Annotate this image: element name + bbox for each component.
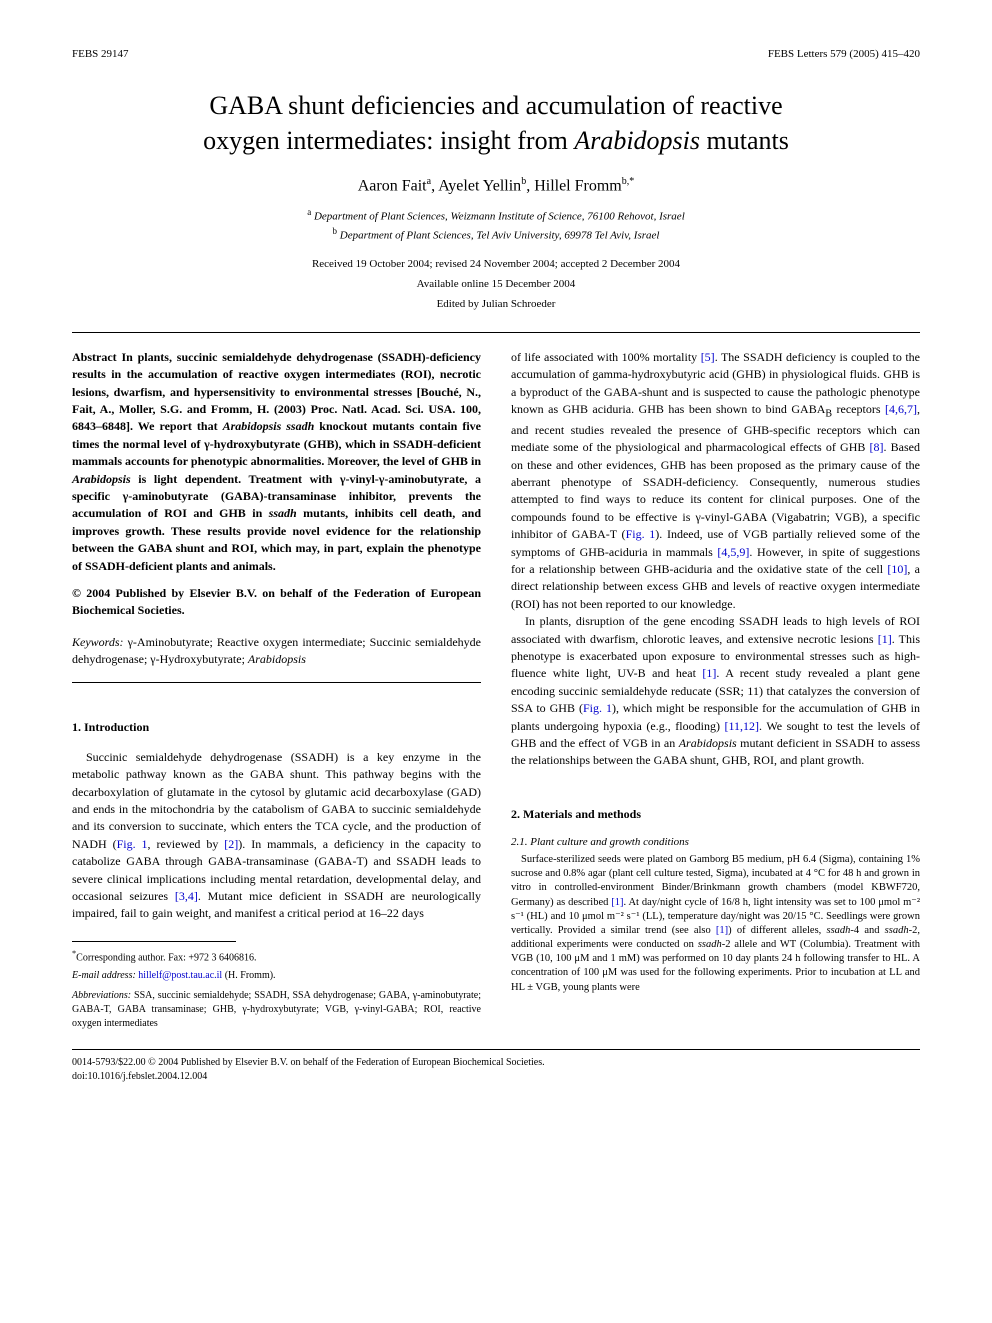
methods-em: ssadh [826,925,850,936]
intro-paragraph-1-cont: of life associated with 100% mortality [… [511,349,920,613]
email-link[interactable]: hillelf@post.tau.ac.il [138,970,222,981]
title-italic: Arabidopsis [574,126,700,155]
page-header: FEBS 29147 FEBS Letters 579 (2005) 415–4… [72,48,920,60]
online-date: Available online 15 December 2004 [72,278,920,290]
cite-ref[interactable]: [1] [716,925,728,936]
fig-ref[interactable]: Fig. 1 [583,701,612,715]
cite-ref[interactable]: [11,12] [725,719,760,733]
affiliations: a Department of Plant Sciences, Weizmann… [72,206,920,244]
methods-em: ssadh [885,925,909,936]
abbrev-text: SSA, succinic semialdehyde; SSADH, SSA d… [72,990,481,1029]
header-divider [72,332,920,333]
journal-code: FEBS 29147 [72,48,129,60]
methods-text: ) of different alleles, [728,925,826,936]
author-3: Hillel Fromm [534,178,622,195]
methods-text: -4 and [850,925,884,936]
intro-text: Succinic semialdehyde dehydrogenase (SSA… [72,750,481,851]
affil-b: Department of Plant Sciences, Tel Aviv U… [337,229,659,241]
cite-ref[interactable]: [2] [224,837,238,851]
abstract-label: Abstract [72,350,117,364]
cite-ref[interactable]: [1] [878,632,892,646]
methods-em: ssadh [698,939,722,950]
abstract: Abstract In plants, succinic semialdehyd… [72,349,481,575]
author-2-sup: b [521,176,526,187]
keywords: Keywords: γ-Aminobutyrate; Reactive oxyg… [72,634,481,669]
fig-ref[interactable]: Fig. 1 [626,527,656,541]
author-2: Ayelet Yellin [438,178,521,195]
intro-paragraph-1: Succinic semialdehyde dehydrogenase (SSA… [72,749,481,923]
footer-copyright: 0014-5793/$22.00 © 2004 Published by Els… [72,1056,920,1070]
abstract-em-1: Arabidopsis ssadh [223,419,315,433]
intro-text: receptors [832,402,885,416]
cite-ref[interactable]: [8] [870,440,884,454]
author-1-sup: a [427,176,431,187]
cite-ref[interactable]: [1] [611,897,623,908]
abbrev-label: Abbreviations: [72,990,131,1001]
cite-ref[interactable]: [4,5,9] [717,545,749,559]
title-line-2a: oxygen intermediates: insight from [203,126,574,155]
intro-text: In plants, disruption of the gene encodi… [511,614,920,645]
email-label: E-mail address: [72,970,136,981]
editor: Edited by Julian Schroeder [72,298,920,310]
footnote-divider [72,941,236,942]
cite-ref[interactable]: [10] [887,562,907,576]
footer-doi: doi:10.1016/j.febslet.2004.12.004 [72,1070,920,1084]
author-1: Aaron Fait [358,178,427,195]
section-1-title: 1. Introduction [72,719,481,736]
keywords-divider [72,682,481,683]
title-line-1: GABA shunt deficiencies and accumulation… [209,91,782,120]
intro-paragraph-2: In plants, disruption of the gene encodi… [511,613,920,770]
title-line-2b: mutants [700,126,789,155]
intro-text: , reviewed by [148,837,225,851]
section-2-title: 2. Materials and methods [511,806,920,823]
abstract-em-3: ssadh [269,506,297,520]
article-body: Abstract In plants, succinic semialdehyd… [72,349,920,1031]
keywords-label: Keywords: [72,635,124,649]
section-2-1-title: 2.1. Plant culture and growth conditions [511,835,920,851]
article-dates: Received 19 October 2004; revised 24 Nov… [72,258,920,270]
footnote-corr-text: Corresponding author. Fax: +972 3 640681… [76,952,256,963]
author-3-sup: b,* [622,176,635,187]
intro-em: Arabidopsis [679,736,737,750]
fig-ref[interactable]: Fig. 1 [117,837,148,851]
email-person: (H. Fromm). [222,970,275,981]
authors: Aaron Faita, Ayelet Yellinb, Hillel From… [72,176,920,195]
copyright: © 2004 Published by Elsevier B.V. on beh… [72,585,481,620]
abstract-em-2: Arabidopsis [72,472,131,486]
article-title: GABA shunt deficiencies and accumulation… [72,88,920,158]
abbreviations: Abbreviations: SSA, succinic semialdehyd… [72,989,481,1031]
footer-divider [72,1049,920,1050]
intro-text: of life associated with 100% mortality [511,350,701,364]
cite-ref[interactable]: [1] [702,666,716,680]
cite-ref[interactable]: [4,6,7] [885,402,917,416]
methods-paragraph: Surface-sterilized seeds were plated on … [511,853,920,995]
cite-ref[interactable]: [5] [701,350,715,364]
footer: 0014-5793/$22.00 © 2004 Published by Els… [72,1056,920,1084]
corresponding-author-footnote: *Corresponding author. Fax: +972 3 64068… [72,948,481,965]
email-footnote: E-mail address: hillelf@post.tau.ac.il (… [72,969,481,983]
cite-ref[interactable]: [3,4] [175,889,198,903]
journal-citation: FEBS Letters 579 (2005) 415–420 [768,48,920,60]
keywords-em: Arabidopsis [248,652,306,666]
affil-a: Department of Plant Sciences, Weizmann I… [311,210,685,222]
